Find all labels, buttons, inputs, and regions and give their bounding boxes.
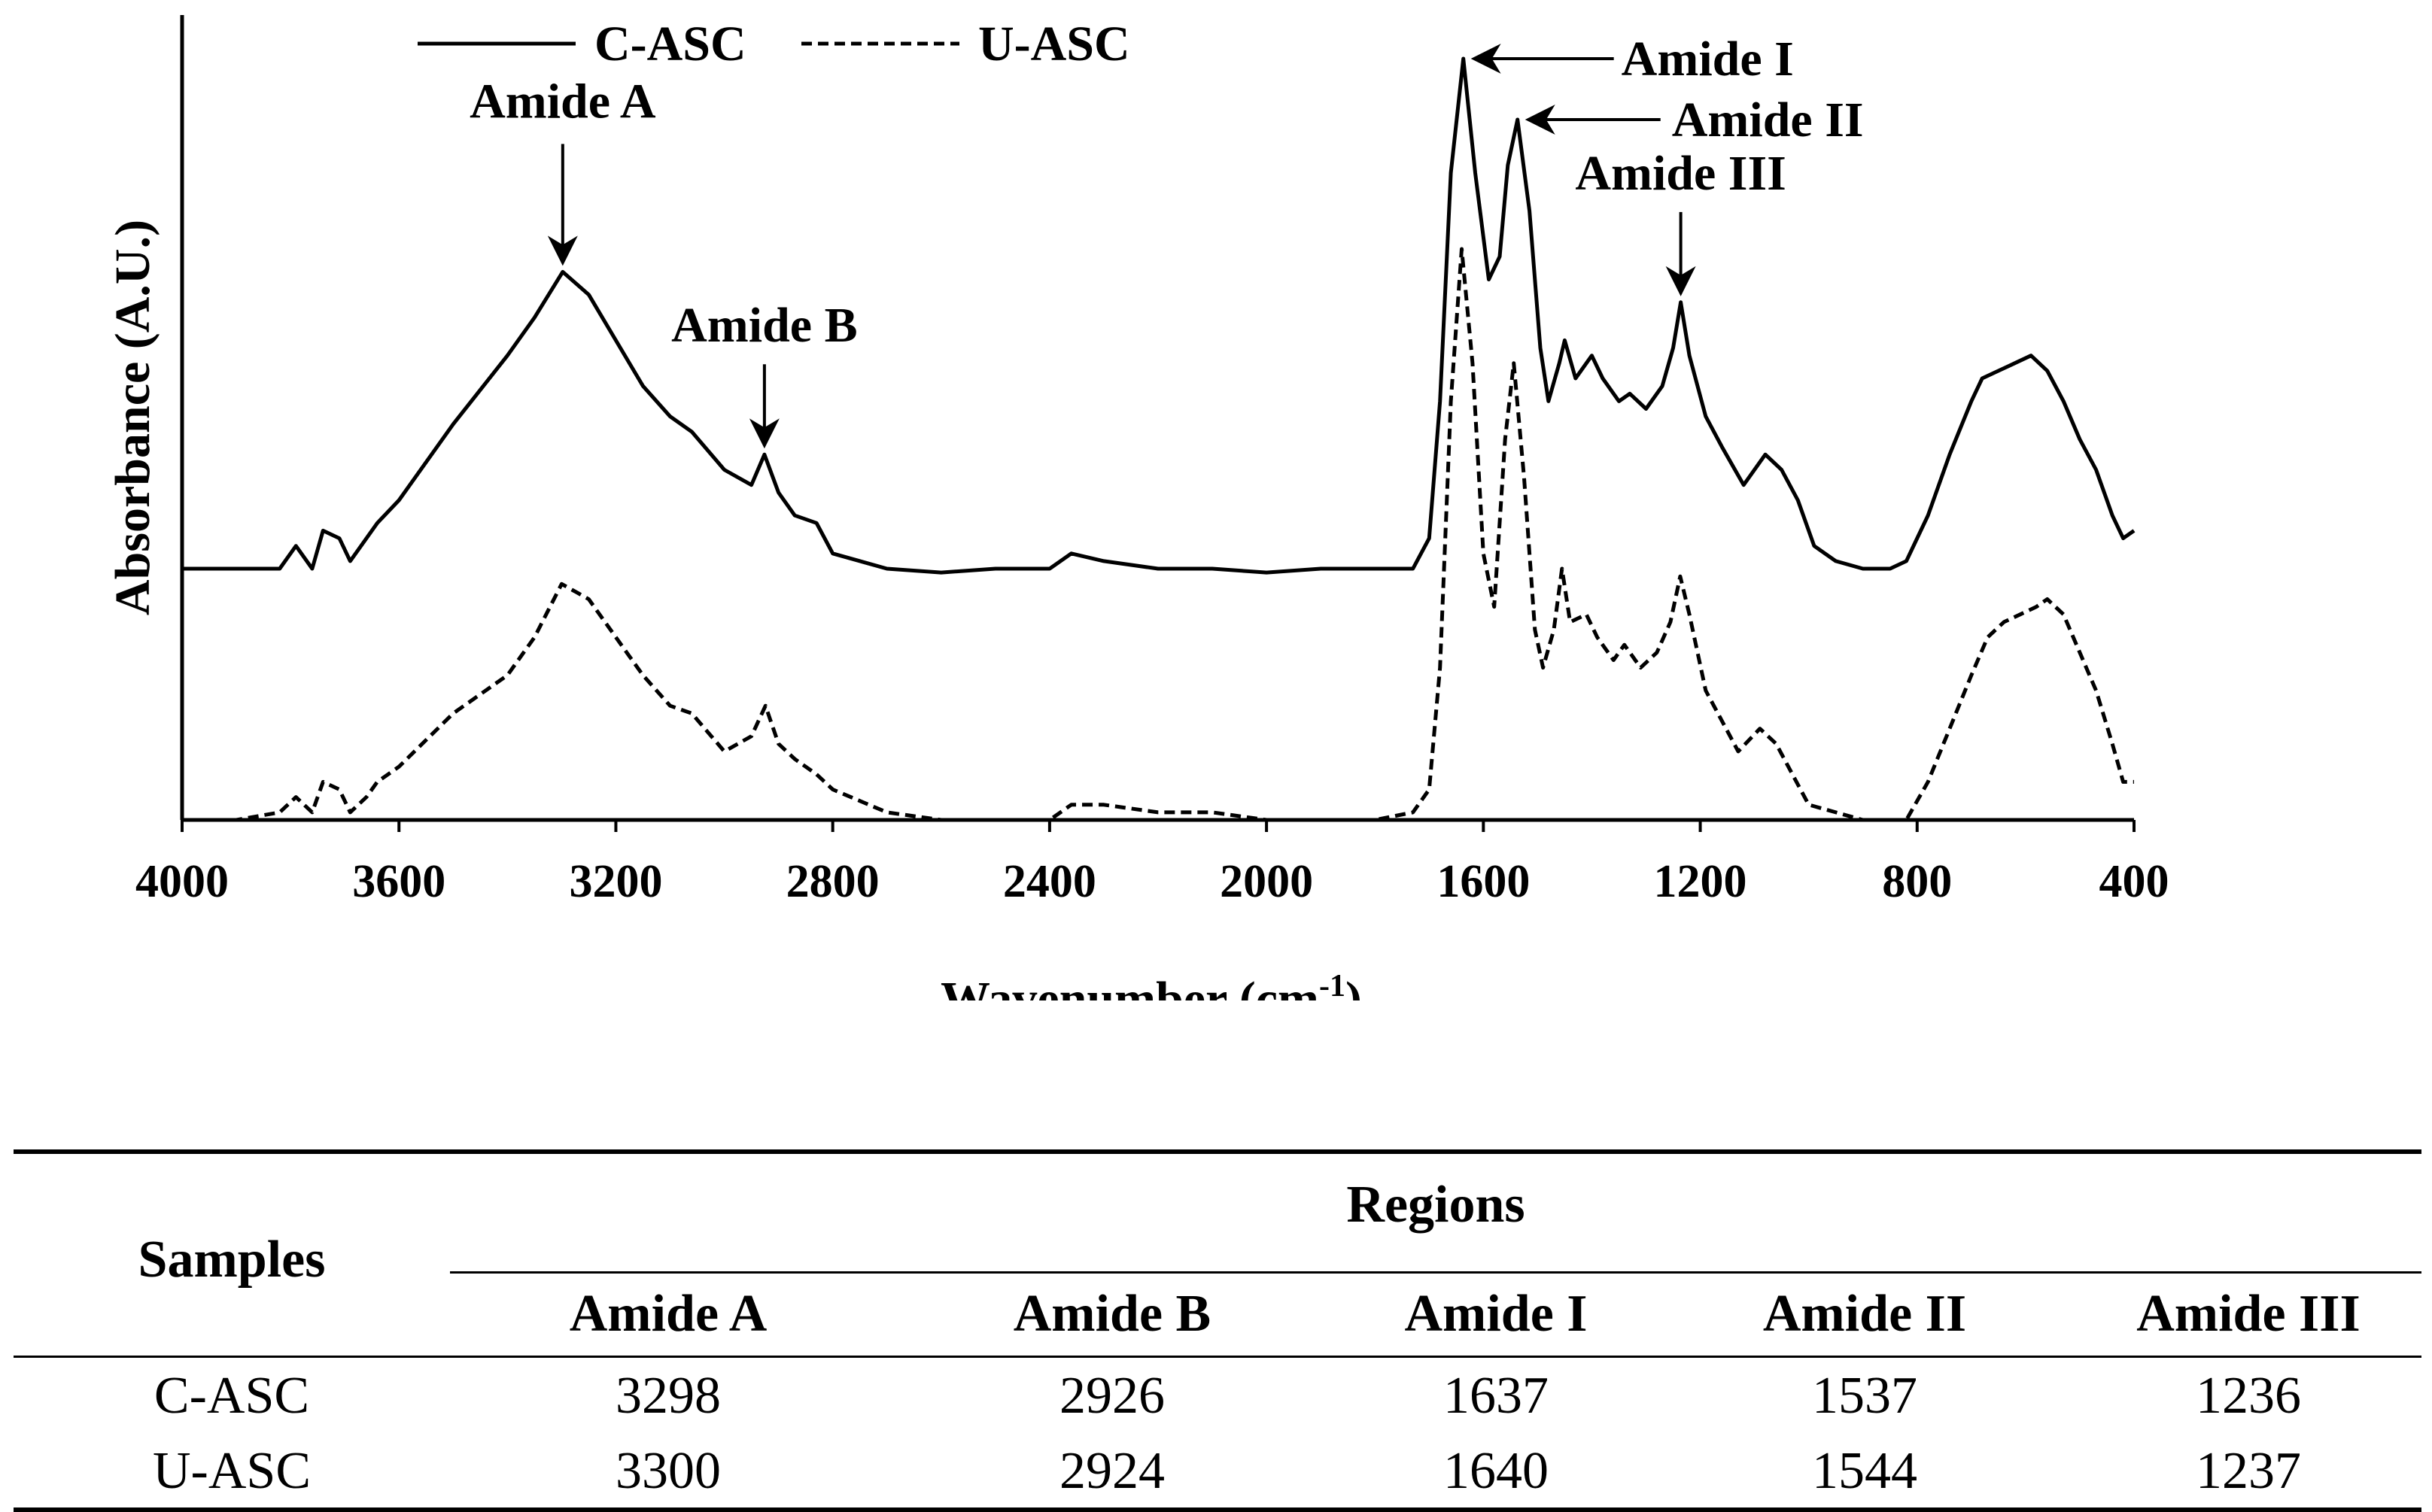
table-cell: 1544 [1812, 1441, 1917, 1500]
legend-label: C-ASC [594, 17, 746, 71]
x-tick-label: 1600 [1436, 856, 1530, 907]
ftir-chart: 4000 3600 3200 2800 2400 2000 1600 1200 800 400 A… [105, 15, 2169, 1000]
samples-header: Samples [138, 1230, 326, 1289]
col-header: Amide A [569, 1285, 768, 1343]
x-tick-label: 3600 [352, 856, 445, 907]
col-header: Amide I [1404, 1285, 1588, 1343]
table-row: U-ASC 3300 2924 1640 1544 1237 [14, 1435, 2422, 1510]
annotation-label: Amide B [671, 298, 858, 353]
table-top-rule: Samples Regions [14, 1152, 2422, 1289]
x-tick-label: 4000 [135, 856, 229, 907]
table-cell: 3298 [616, 1366, 721, 1425]
x-tick-label: 2400 [1003, 856, 1096, 907]
x-tick-label: 1200 [1654, 856, 1747, 907]
col-header: Amide II [1762, 1285, 1967, 1343]
legend-label: U-ASC [978, 17, 1130, 71]
annotation-label: Amide II [1672, 93, 1864, 147]
annotation-label: Amide III [1575, 146, 1786, 201]
table-column-headers: Amide A Amide B Amide I Amide II Amide I… [14, 1272, 2421, 1356]
regions-table: Samples Regions Amide A Amide B Amide I … [14, 1149, 2422, 1512]
axes: 4000 3600 3200 2800 2400 2000 1600 1200 800 400 [135, 15, 2169, 907]
x-tick-label: 2000 [1220, 856, 1313, 907]
regions-header: Regions [450, 1152, 2422, 1274]
annotation-label: Amide A [470, 74, 656, 129]
series-layer [182, 56, 2136, 822]
x-axis-label-sup: -1 [1319, 969, 1345, 1000]
table-cell: 1637 [1443, 1366, 1549, 1425]
table-cell: 2924 [1059, 1441, 1165, 1500]
table-cell: 1537 [1812, 1366, 1917, 1425]
legend: C-ASC U-ASC [418, 17, 1130, 71]
x-axis-label-tail: ) [1345, 972, 1362, 1000]
y-axis-label: Absorbance (A.U.) [105, 220, 160, 615]
sample-name: U-ASC [152, 1441, 312, 1500]
table-cell: 2926 [1059, 1366, 1165, 1425]
x-tick-label: 800 [1882, 856, 1952, 907]
annotation-label: Amide I [1622, 32, 1794, 87]
sample-name: C-ASC [154, 1366, 310, 1425]
x-axis-label: Wavenumber (cm-1) [941, 969, 1362, 1000]
col-header: Amide B [1013, 1285, 1211, 1343]
table-row: C-ASC 3298 2926 1637 1537 1236 [14, 1356, 2422, 1435]
table-cell: 3300 [616, 1441, 721, 1500]
table-cell: 1237 [2196, 1441, 2302, 1500]
col-header: Amide III [2136, 1285, 2361, 1343]
x-tick-label: 3200 [569, 856, 662, 907]
table-cell: 1236 [2196, 1366, 2302, 1425]
series-line-c-asc [182, 56, 2136, 575]
table-cell: 1640 [1443, 1441, 1549, 1500]
x-tick-label: 2800 [786, 856, 880, 907]
x-tick-label: 400 [2099, 856, 2169, 907]
x-axis-label-main: Wavenumber (cm [941, 972, 1319, 1000]
series-line-u-asc [182, 247, 2134, 822]
